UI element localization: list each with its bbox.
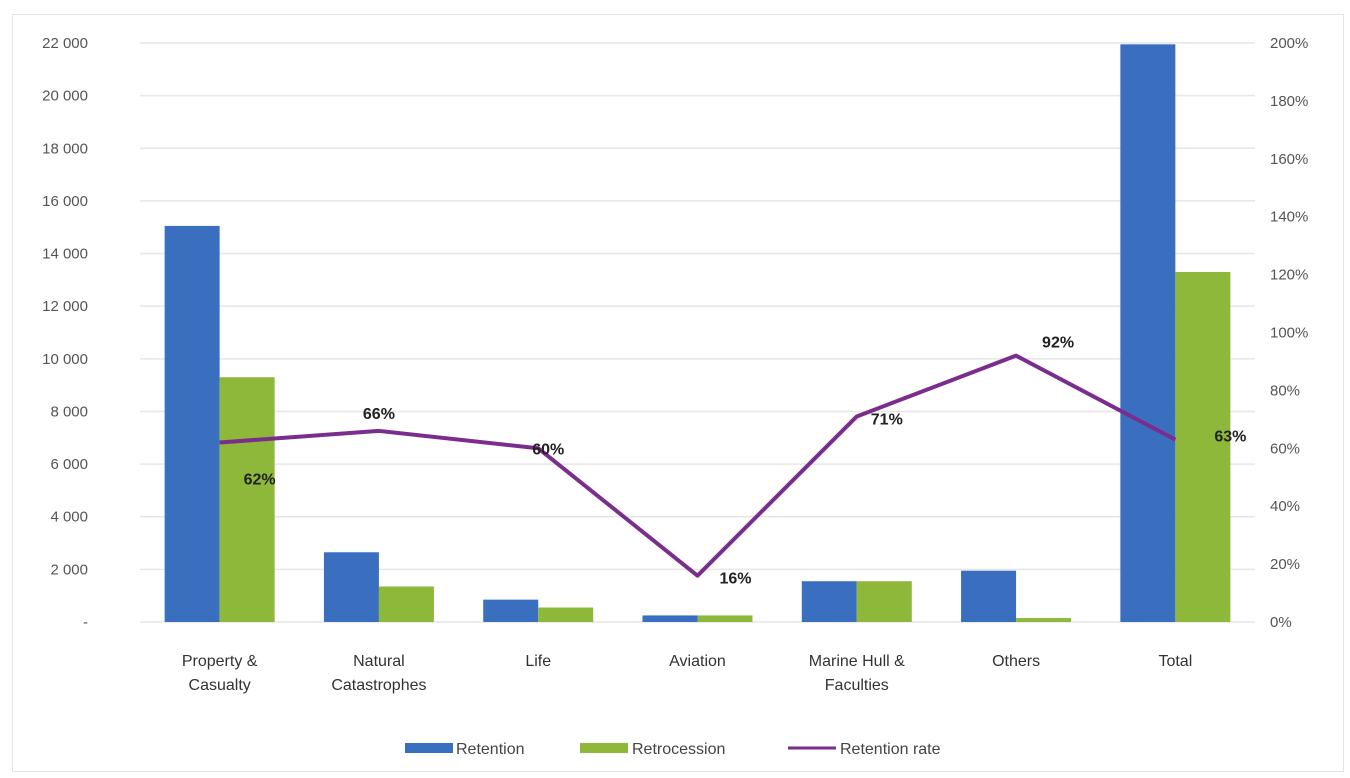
right-axis-tick-label: 80% — [1270, 382, 1300, 399]
bar-retention — [1120, 44, 1176, 622]
bars — [164, 44, 1231, 622]
category-label: Others — [992, 653, 1040, 670]
category-label: Natural Catastrophes — [331, 653, 426, 694]
bar-retrocession — [856, 581, 912, 622]
retention-rate-data-label: 92% — [1042, 335, 1074, 352]
retention-rate-data-label: 63% — [1214, 429, 1246, 446]
category-label: Property & Casualty — [182, 653, 258, 694]
right-axis-tick-label: 200% — [1270, 35, 1308, 52]
bar-retention — [323, 552, 379, 622]
legend-label-retention: Retention — [456, 741, 525, 758]
bar-retrocession — [219, 377, 275, 622]
right-axis-tick-label: 160% — [1270, 151, 1308, 168]
left-axis-tick-label: 2 000 — [50, 561, 88, 578]
left-axis-tick-label: 12 000 — [42, 298, 88, 315]
retention-rate-data-label: 16% — [719, 571, 751, 588]
right-axis-tick-label: 40% — [1270, 498, 1300, 515]
right-axis-tick-label: 0% — [1270, 614, 1292, 631]
category-labels: Property & Casualty Natural Catastrophes Lif… — [182, 653, 1192, 694]
bar-retention — [642, 615, 698, 622]
left-axis-ticks: - 2 000 4 000 6 000 8 000 10 000 12 000 14 000 1… — [42, 35, 88, 631]
left-axis-tick-label: 20 000 — [42, 88, 88, 105]
category-label: Aviation — [669, 653, 726, 670]
bar-retrocession — [538, 607, 594, 622]
legend-swatch-retention — [405, 743, 453, 753]
bar-retention — [801, 581, 857, 622]
right-axis-tick-label: 120% — [1270, 267, 1308, 284]
retention-rate-line — [219, 353, 1177, 578]
gridlines — [140, 42, 1255, 623]
right-axis-tick-label: 60% — [1270, 440, 1300, 457]
right-axis-tick-label: 100% — [1270, 325, 1308, 342]
left-axis-tick-label: 14 000 — [42, 246, 88, 263]
retention-rate-data-label: 71% — [871, 411, 903, 428]
right-axis-ticks: 0% 20% 40% 60% 80% 100% 120% 140% 160% 180% 200% — [1270, 35, 1308, 631]
retention-rate-line-layer — [219, 353, 1177, 578]
legend-label-retrocession: Retrocession — [632, 741, 725, 758]
bar-retrocession — [1175, 271, 1231, 622]
legend: Retention Retrocession Retention rate — [405, 741, 941, 758]
left-axis-tick-label: 22 000 — [42, 35, 88, 52]
legend-label-retention-rate: Retention rate — [840, 741, 941, 758]
left-axis-tick-label: 18 000 — [42, 140, 88, 157]
category-label: Total — [1158, 653, 1192, 670]
left-axis-tick-label: 8 000 — [50, 403, 88, 420]
right-axis-tick-label: 180% — [1270, 93, 1308, 110]
category-label: Life — [525, 653, 551, 670]
bar-retention — [961, 570, 1017, 622]
bar-retention — [483, 599, 539, 622]
bar-retrocession — [1016, 618, 1072, 622]
data-labels: 62% 66% 60% 16% 71% 92% 63% — [244, 335, 1247, 588]
bar-retrocession — [697, 615, 753, 622]
left-axis-tick-label: 16 000 — [42, 193, 88, 210]
right-axis-tick-label: 140% — [1270, 209, 1308, 226]
retention-rate-data-label: 66% — [363, 406, 395, 423]
right-axis-tick-label: 20% — [1270, 556, 1300, 573]
left-axis-tick-label: 10 000 — [42, 351, 88, 368]
left-axis-tick-label: 6 000 — [50, 456, 88, 473]
category-label: Marine Hull & Faculties — [809, 653, 905, 694]
left-axis-tick-label: 4 000 — [50, 509, 88, 526]
left-axis-tick-label: - — [83, 614, 88, 631]
bar-retrocession — [378, 586, 434, 622]
retention-rate-data-label: 60% — [532, 441, 564, 458]
bar-retention — [164, 225, 220, 622]
retention-rate-data-label: 62% — [244, 472, 276, 489]
legend-swatch-retrocession — [580, 743, 628, 753]
